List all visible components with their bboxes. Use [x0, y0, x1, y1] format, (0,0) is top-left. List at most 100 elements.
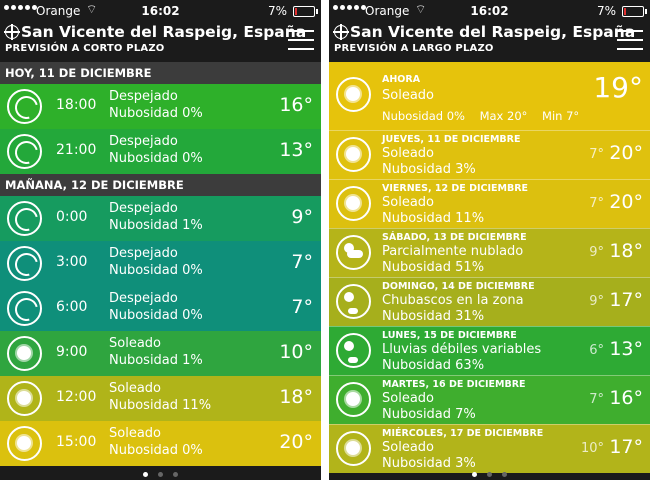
min-temperature: 9°: [589, 294, 604, 309]
cloudiness-label: Nubosidad 1%: [109, 218, 203, 233]
page-dot-3[interactable]: [502, 472, 507, 477]
signal-icon: [4, 3, 37, 10]
cloudiness-label: Nubosidad 11%: [109, 398, 212, 413]
condition-label: Despejado: [109, 201, 178, 216]
hour-label: 12:00: [56, 389, 97, 405]
page-indicator: [329, 472, 650, 477]
daily-list[interactable]: AHORA Soleado Nubosidad 0% Max 20° Min 7…: [329, 62, 650, 473]
day-label: DOMINGO, 14 DE DICIEMBRE: [382, 281, 535, 292]
sun-icon: [7, 381, 42, 416]
max-temperature: 20°: [609, 191, 643, 213]
clock-label: 16:02: [141, 4, 180, 18]
max-temperature: 16°: [609, 387, 643, 409]
battery-icon: [293, 6, 318, 17]
moon-icon: [7, 201, 42, 236]
min-temperature: 7°: [589, 196, 604, 211]
signal-icon: [333, 3, 366, 10]
max-temperature: 20°: [609, 142, 643, 164]
page-dot-2[interactable]: [487, 472, 492, 477]
min-temperature: 6°: [589, 343, 604, 358]
moon-icon: [7, 134, 42, 169]
hourly-row[interactable]: 18:00 Despejado Nubosidad 0% 16°: [0, 84, 321, 129]
day-label: JUEVES, 11 DE DICIEMBRE: [382, 134, 521, 145]
hour-label: 9:00: [56, 344, 88, 360]
hourly-row[interactable]: 9:00 Soleado Nubosidad 1% 10°: [0, 331, 321, 376]
sun-icon: [336, 382, 371, 417]
now-details: Nubosidad 0% Max 20° Min 7°: [382, 109, 580, 123]
current-conditions[interactable]: AHORA Soleado Nubosidad 0% Max 20° Min 7…: [329, 62, 650, 130]
daily-row[interactable]: MARTES, 16 DE DICIEMBRE Soleado Nubosidad …: [329, 375, 650, 424]
cloudiness-label: Nubosidad 31%: [382, 309, 485, 324]
page-dot-2[interactable]: [158, 472, 163, 477]
cloudiness-label: Nubosidad 51%: [382, 260, 485, 275]
temperature-label: 9°: [291, 206, 313, 228]
daily-row[interactable]: SÁBADO, 13 DE DICIEMBRE Parcialmente nubl…: [329, 228, 650, 277]
wifi-icon: ⌔: [86, 2, 98, 16]
location-icon[interactable]: [333, 24, 349, 40]
condition-label: Soleado: [382, 440, 434, 455]
temperature-label: 18°: [279, 386, 313, 408]
hour-label: 21:00: [56, 142, 97, 158]
moon-icon: [7, 89, 42, 124]
temperature-label: 20°: [279, 431, 313, 453]
cloudiness-label: Nubosidad 0%: [109, 151, 203, 166]
sun-icon: [7, 336, 42, 371]
daily-row[interactable]: DOMINGO, 14 DE DICIEMBRE Chubascos en la …: [329, 277, 650, 326]
hour-label: 18:00: [56, 97, 97, 113]
hourly-row[interactable]: 12:00 Soleado Nubosidad 11% 18°: [0, 376, 321, 421]
min-temperature: 10°: [580, 441, 604, 456]
sun-icon: [336, 77, 371, 112]
page-dot-1[interactable]: [472, 472, 477, 477]
page-dot-1[interactable]: [143, 472, 148, 477]
hour-label: 3:00: [56, 254, 88, 270]
daily-row[interactable]: JUEVES, 11 DE DICIEMBRE Soleado Nubosidad …: [329, 130, 650, 179]
sun-icon: [336, 186, 371, 221]
menu-icon[interactable]: [288, 30, 314, 50]
cloudiness-label: Nubosidad 0%: [109, 106, 203, 121]
cloudiness-label: Nubosidad 63%: [382, 358, 485, 373]
now-description: Soleado: [382, 88, 434, 103]
menu-icon[interactable]: [617, 30, 643, 50]
moon-icon: [7, 291, 42, 326]
location-icon[interactable]: [4, 24, 20, 40]
condition-label: Soleado: [109, 426, 161, 441]
carrier-label: Orange: [36, 4, 81, 18]
max-temperature: 17°: [609, 436, 643, 458]
cloudiness-label: Nubosidad 0%: [109, 443, 203, 458]
condition-label: Soleado: [109, 336, 161, 351]
clock-label: 16:02: [470, 4, 509, 18]
forecast-subtitle: PREVISIÓN A CORTO PLAZO: [5, 43, 165, 54]
daily-row[interactable]: VIERNES, 12 DE DICIEMBRE Soleado Nubosidad…: [329, 179, 650, 228]
day-label: SÁBADO, 13 DE DICIEMBRE: [382, 232, 527, 243]
min-temperature: 7°: [589, 392, 604, 407]
long-term-screen: Orange ⌔ 16:02 7% San Vicente del Raspei…: [329, 0, 650, 480]
condition-label: Soleado: [382, 195, 434, 210]
page-dot-3[interactable]: [173, 472, 178, 477]
min-temperature: 9°: [589, 245, 604, 260]
hourly-row[interactable]: 6:00 Despejado Nubosidad 0% 7°: [0, 286, 321, 331]
page-indicator: [0, 472, 321, 477]
temperature-label: 16°: [279, 94, 313, 116]
day-section-header: MAÑANA, 12 DE DICIEMBRE: [0, 174, 321, 196]
hourly-row[interactable]: 15:00 Soleado Nubosidad 0% 20°: [0, 421, 321, 466]
cloudiness-label: Nubosidad 7%: [382, 407, 476, 422]
hourly-row[interactable]: 21:00 Despejado Nubosidad 0% 13°: [0, 129, 321, 174]
day-label: MARTES, 16 DE DICIEMBRE: [382, 379, 526, 390]
daily-row[interactable]: LUNES, 15 DE DICIEMBRE Lluvias débiles va…: [329, 326, 650, 375]
max-temperature: 17°: [609, 289, 643, 311]
battery-icon: [622, 6, 647, 17]
cloudiness-label: Nubosidad 1%: [109, 353, 203, 368]
hourly-row[interactable]: 0:00 Despejado Nubosidad 1% 9°: [0, 196, 321, 241]
hourly-row[interactable]: 3:00 Despejado Nubosidad 0% 7°: [0, 241, 321, 286]
sun-icon: [7, 426, 42, 461]
daily-row[interactable]: MIÉRCOLES, 17 DE DICIEMBRE Soleado Nubosid…: [329, 424, 650, 473]
city-title: San Vicente del Raspeig, España: [350, 23, 636, 41]
city-title: San Vicente del Raspeig, España: [21, 23, 307, 41]
hourly-list[interactable]: HOY, 11 DE DICIEMBRE 18:00 Despejado Nubosi…: [0, 62, 321, 466]
hour-label: 15:00: [56, 434, 97, 450]
sun-icon: [336, 137, 371, 172]
day-label: MIÉRCOLES, 17 DE DICIEMBRE: [382, 428, 544, 439]
now-temperature: 19°: [593, 71, 643, 104]
cloudiness-label: Nubosidad 0%: [109, 263, 203, 278]
showers-icon: [336, 284, 371, 319]
